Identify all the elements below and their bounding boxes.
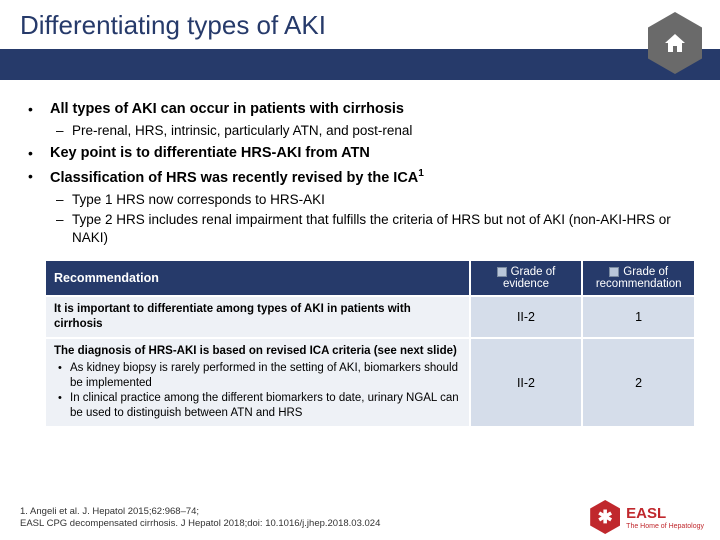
logo-hex-icon: ✱ (590, 500, 620, 534)
rec-2-inner-1: As kidney biopsy is rarely performed in … (54, 361, 461, 391)
bullet-3-sub-2: Type 2 HRS includes renal impairment tha… (50, 211, 698, 247)
table-row: It is important to differentiate among t… (46, 297, 694, 337)
home-icon (662, 31, 688, 55)
slide-title: Differentiating types of AKI (20, 10, 326, 40)
rec-2-inner-2: In clinical practice among the different… (54, 391, 461, 421)
table-header-evidence: Grade of evidence (471, 261, 582, 295)
logo-subtext: The Home of Hepatology (626, 523, 704, 530)
bullet-1: All types of AKI can occur in patients w… (22, 100, 698, 140)
logo-text: EASL (626, 505, 666, 522)
bullet-1-text: All types of AKI can occur in patients w… (50, 101, 404, 117)
table-header-recgrade: Grade of recommendation (583, 261, 694, 295)
table-header-recommendation: Recommendation (46, 261, 469, 295)
bullet-3: Classification of HRS was recently revis… (22, 167, 698, 247)
rec-text-1: It is important to differentiate among t… (46, 297, 469, 337)
content-area: All types of AKI can occur in patients w… (0, 80, 720, 428)
bullet-3-sub-1: Type 1 HRS now corresponds to HRS-AKI (50, 191, 698, 209)
rec-text-2: The diagnosis of HRS-AKI is based on rev… (46, 339, 469, 426)
evidence-2: II-2 (471, 339, 582, 426)
easl-logo: ✱ EASL The Home of Hepatology (590, 500, 704, 534)
footnote-line-2: EASL CPG decompensated cirrhosis. J Hepa… (20, 518, 380, 530)
header-band (0, 52, 720, 80)
swatch-icon (609, 267, 619, 277)
footnote: 1. Angeli et al. J. Hepatol 2015;62:968–… (20, 506, 380, 530)
recgrade-2: 2 (583, 339, 694, 426)
bullet-3-text: Classification of HRS was recently revis… (50, 170, 418, 186)
evidence-1: II-2 (471, 297, 582, 337)
bullet-2: Key point is to differentiate HRS-AKI fr… (22, 144, 698, 164)
title-bar: Differentiating types of AKI (0, 0, 720, 52)
home-button[interactable] (648, 12, 702, 74)
recommendation-table: Recommendation Grade of evidence Grade o… (44, 259, 696, 428)
recgrade-1: 1 (583, 297, 694, 337)
bullet-1-sub-1: Pre-renal, HRS, intrinsic, particularly … (50, 122, 698, 140)
swatch-icon (497, 267, 507, 277)
footnote-line-1: 1. Angeli et al. J. Hepatol 2015;62:968–… (20, 506, 380, 518)
bullet-2-text: Key point is to differentiate HRS-AKI fr… (50, 145, 370, 161)
bullet-3-sup: 1 (418, 168, 424, 179)
table-row: The diagnosis of HRS-AKI is based on rev… (46, 339, 694, 426)
